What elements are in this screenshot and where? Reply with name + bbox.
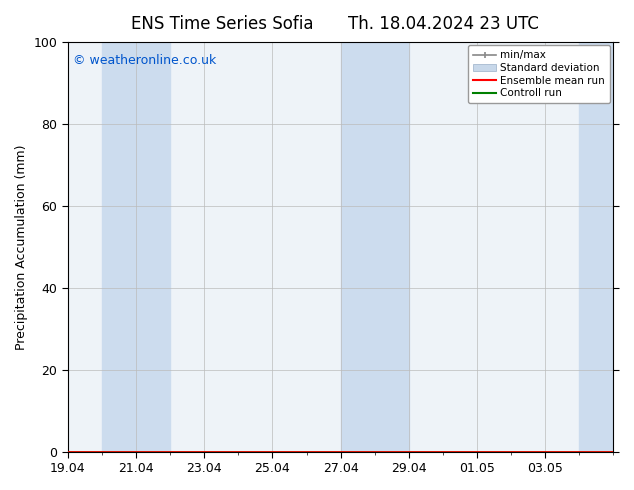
Text: © weatheronline.co.uk: © weatheronline.co.uk [74, 54, 217, 67]
Bar [579, 42, 634, 452]
Legend: min/max, Standard deviation, Ensemble mean run, Controll run: min/max, Standard deviation, Ensemble me… [468, 45, 611, 103]
Text: Th. 18.04.2024 23 UTC: Th. 18.04.2024 23 UTC [348, 15, 540, 33]
Text: ENS Time Series Sofia: ENS Time Series Sofia [131, 15, 313, 33]
Y-axis label: Precipitation Accumulation (mm): Precipitation Accumulation (mm) [15, 144, 28, 349]
Bar [340, 42, 409, 452]
Bar [102, 42, 170, 452]
